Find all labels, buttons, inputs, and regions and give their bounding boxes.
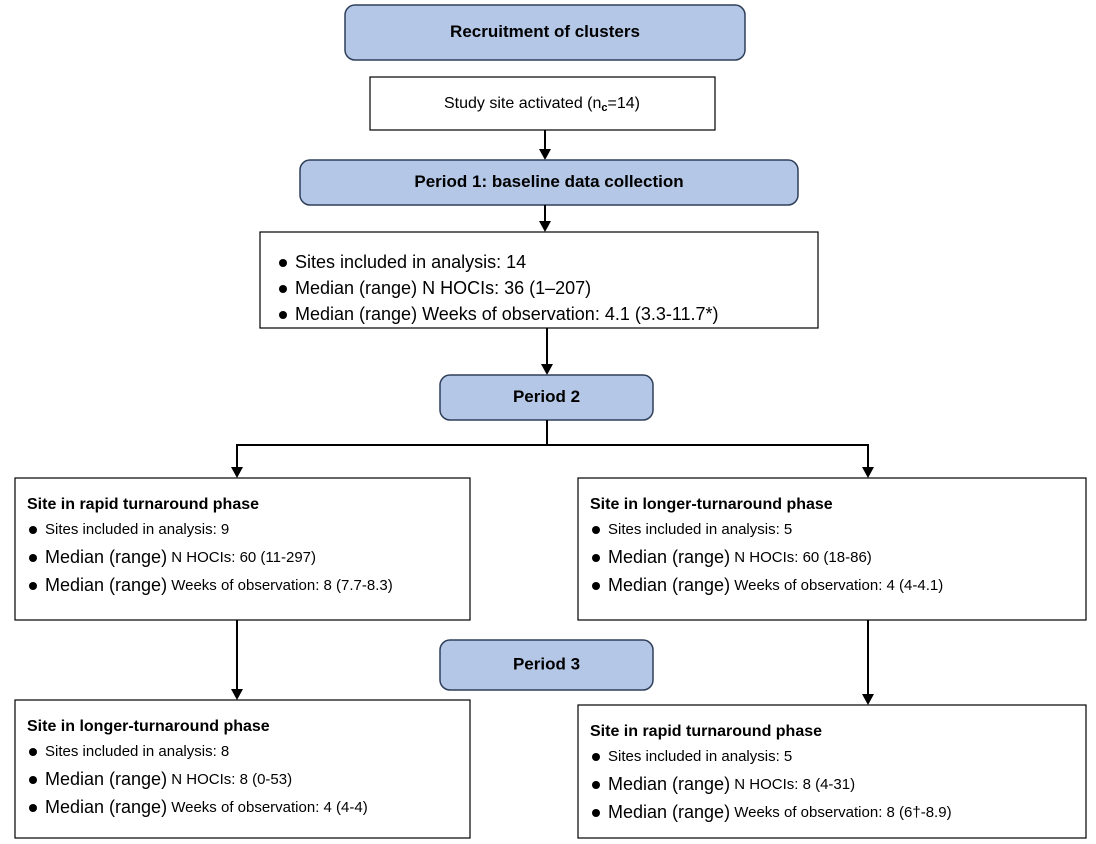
- bullet: [592, 582, 600, 590]
- arm-item: Median (range) Weeks of observation: 8 (…: [608, 802, 952, 822]
- item-text: Sites included in analysis: 5: [608, 521, 792, 538]
- arm-title: Site in rapid turnaround phase: [27, 496, 259, 513]
- arrow-head: [862, 467, 874, 478]
- arm-box: [577, 704, 1087, 839]
- arm-title: Site in longer-turnaround phase: [590, 496, 833, 513]
- arm-item: Sites included in analysis: 9: [45, 521, 229, 538]
- phase-title: Period 2: [513, 387, 580, 406]
- baseline-item: Sites included in analysis: 14: [295, 252, 526, 272]
- arm-title: Site in rapid turnaround phase: [590, 723, 822, 740]
- item-lead: Median (range): [45, 797, 167, 817]
- bullet: [279, 311, 287, 319]
- bullet: [29, 582, 37, 590]
- item-lead: Median (range): [608, 802, 730, 822]
- bullet: [29, 804, 37, 812]
- phase-box: [299, 159, 799, 206]
- phase-box: [344, 4, 746, 61]
- baseline-item: Median (range) N HOCIs: 36 (1–207): [295, 278, 591, 298]
- arm-item: Median (range) Weeks of observation: 8 (…: [45, 575, 393, 595]
- item-lead: Median (range): [45, 547, 167, 567]
- bullet: [29, 748, 37, 756]
- item-text: N HOCIs: 8 (0-53): [171, 771, 292, 788]
- arrow-head: [862, 694, 874, 705]
- item-text: Weeks of observation: 4 (4-4): [171, 799, 367, 816]
- arm-item: Sites included in analysis: 5: [608, 521, 792, 538]
- bullet: [29, 776, 37, 784]
- item-text: N HOCIs: 60 (18-86): [734, 549, 872, 566]
- arm-item: Median (range) N HOCIs: 60 (18-86): [608, 547, 872, 567]
- item-lead: Median (range): [45, 575, 167, 595]
- arrow-head: [539, 221, 551, 232]
- item-lead: Median (range): [608, 547, 730, 567]
- arrow-head: [231, 689, 243, 700]
- bullet: [279, 259, 287, 267]
- arm-box: [14, 477, 471, 621]
- bullet: [29, 526, 37, 534]
- bullet: [592, 781, 600, 789]
- activation-box: [369, 76, 716, 131]
- phase-box: [439, 639, 654, 691]
- item-text: Weeks of observation: 4 (4-4.1): [734, 577, 943, 594]
- arrow-head: [539, 149, 551, 160]
- activation-suffix: =14): [608, 95, 640, 112]
- item-text: Sites included in analysis: 5: [608, 748, 792, 765]
- phase-title: Recruitment of clusters: [450, 22, 640, 41]
- activation-prefix: Study site activated (n: [444, 95, 601, 112]
- arm-box: [577, 477, 1087, 621]
- bullet: [592, 526, 600, 534]
- arm-item: Median (range) N HOCIs: 8 (0-53): [45, 769, 292, 789]
- bullet: [592, 753, 600, 761]
- arm-title: Site in longer-turnaround phase: [27, 718, 270, 735]
- bullet: [279, 285, 287, 293]
- item-text: N HOCIs: 8 (4-31): [734, 776, 855, 793]
- baseline-item: Median (range) Weeks of observation: 4.1…: [295, 304, 719, 324]
- bullet: [592, 809, 600, 817]
- item-text: Weeks of observation: 8 (6†-8.9): [734, 804, 951, 821]
- item-text: N HOCIs: 60 (11-297): [171, 549, 316, 566]
- arm-item: Median (range) N HOCIs: 8 (4-31): [608, 774, 855, 794]
- arrow-head: [541, 364, 553, 375]
- arm-item: Median (range) N HOCIs: 60 (11-297): [45, 547, 316, 567]
- item-text: Weeks of observation: 8 (7.7-8.3): [171, 577, 393, 594]
- item-lead: Median (range): [608, 774, 730, 794]
- arm-item: Sites included in analysis: 5: [608, 748, 792, 765]
- phase-title: Period 1: baseline data collection: [414, 172, 683, 191]
- item-text: Sites included in analysis: 9: [45, 521, 229, 538]
- phase-title: Period 3: [513, 654, 580, 673]
- arrow-head: [231, 467, 243, 478]
- item-lead: Median (range): [608, 575, 730, 595]
- bullet: [592, 554, 600, 562]
- arm-item: Sites included in analysis: 8: [45, 743, 229, 760]
- activation-subscript: c: [601, 102, 607, 114]
- baseline-box: [259, 231, 819, 329]
- arm-box: [14, 699, 471, 839]
- bullet: [29, 554, 37, 562]
- activation-text: Study site activated (nc=14): [444, 95, 640, 114]
- item-text: Sites included in analysis: 8: [45, 743, 229, 760]
- arm-item: Median (range) Weeks of observation: 4 (…: [608, 575, 943, 595]
- item-lead: Median (range): [45, 769, 167, 789]
- arm-item: Median (range) Weeks of observation: 4 (…: [45, 797, 368, 817]
